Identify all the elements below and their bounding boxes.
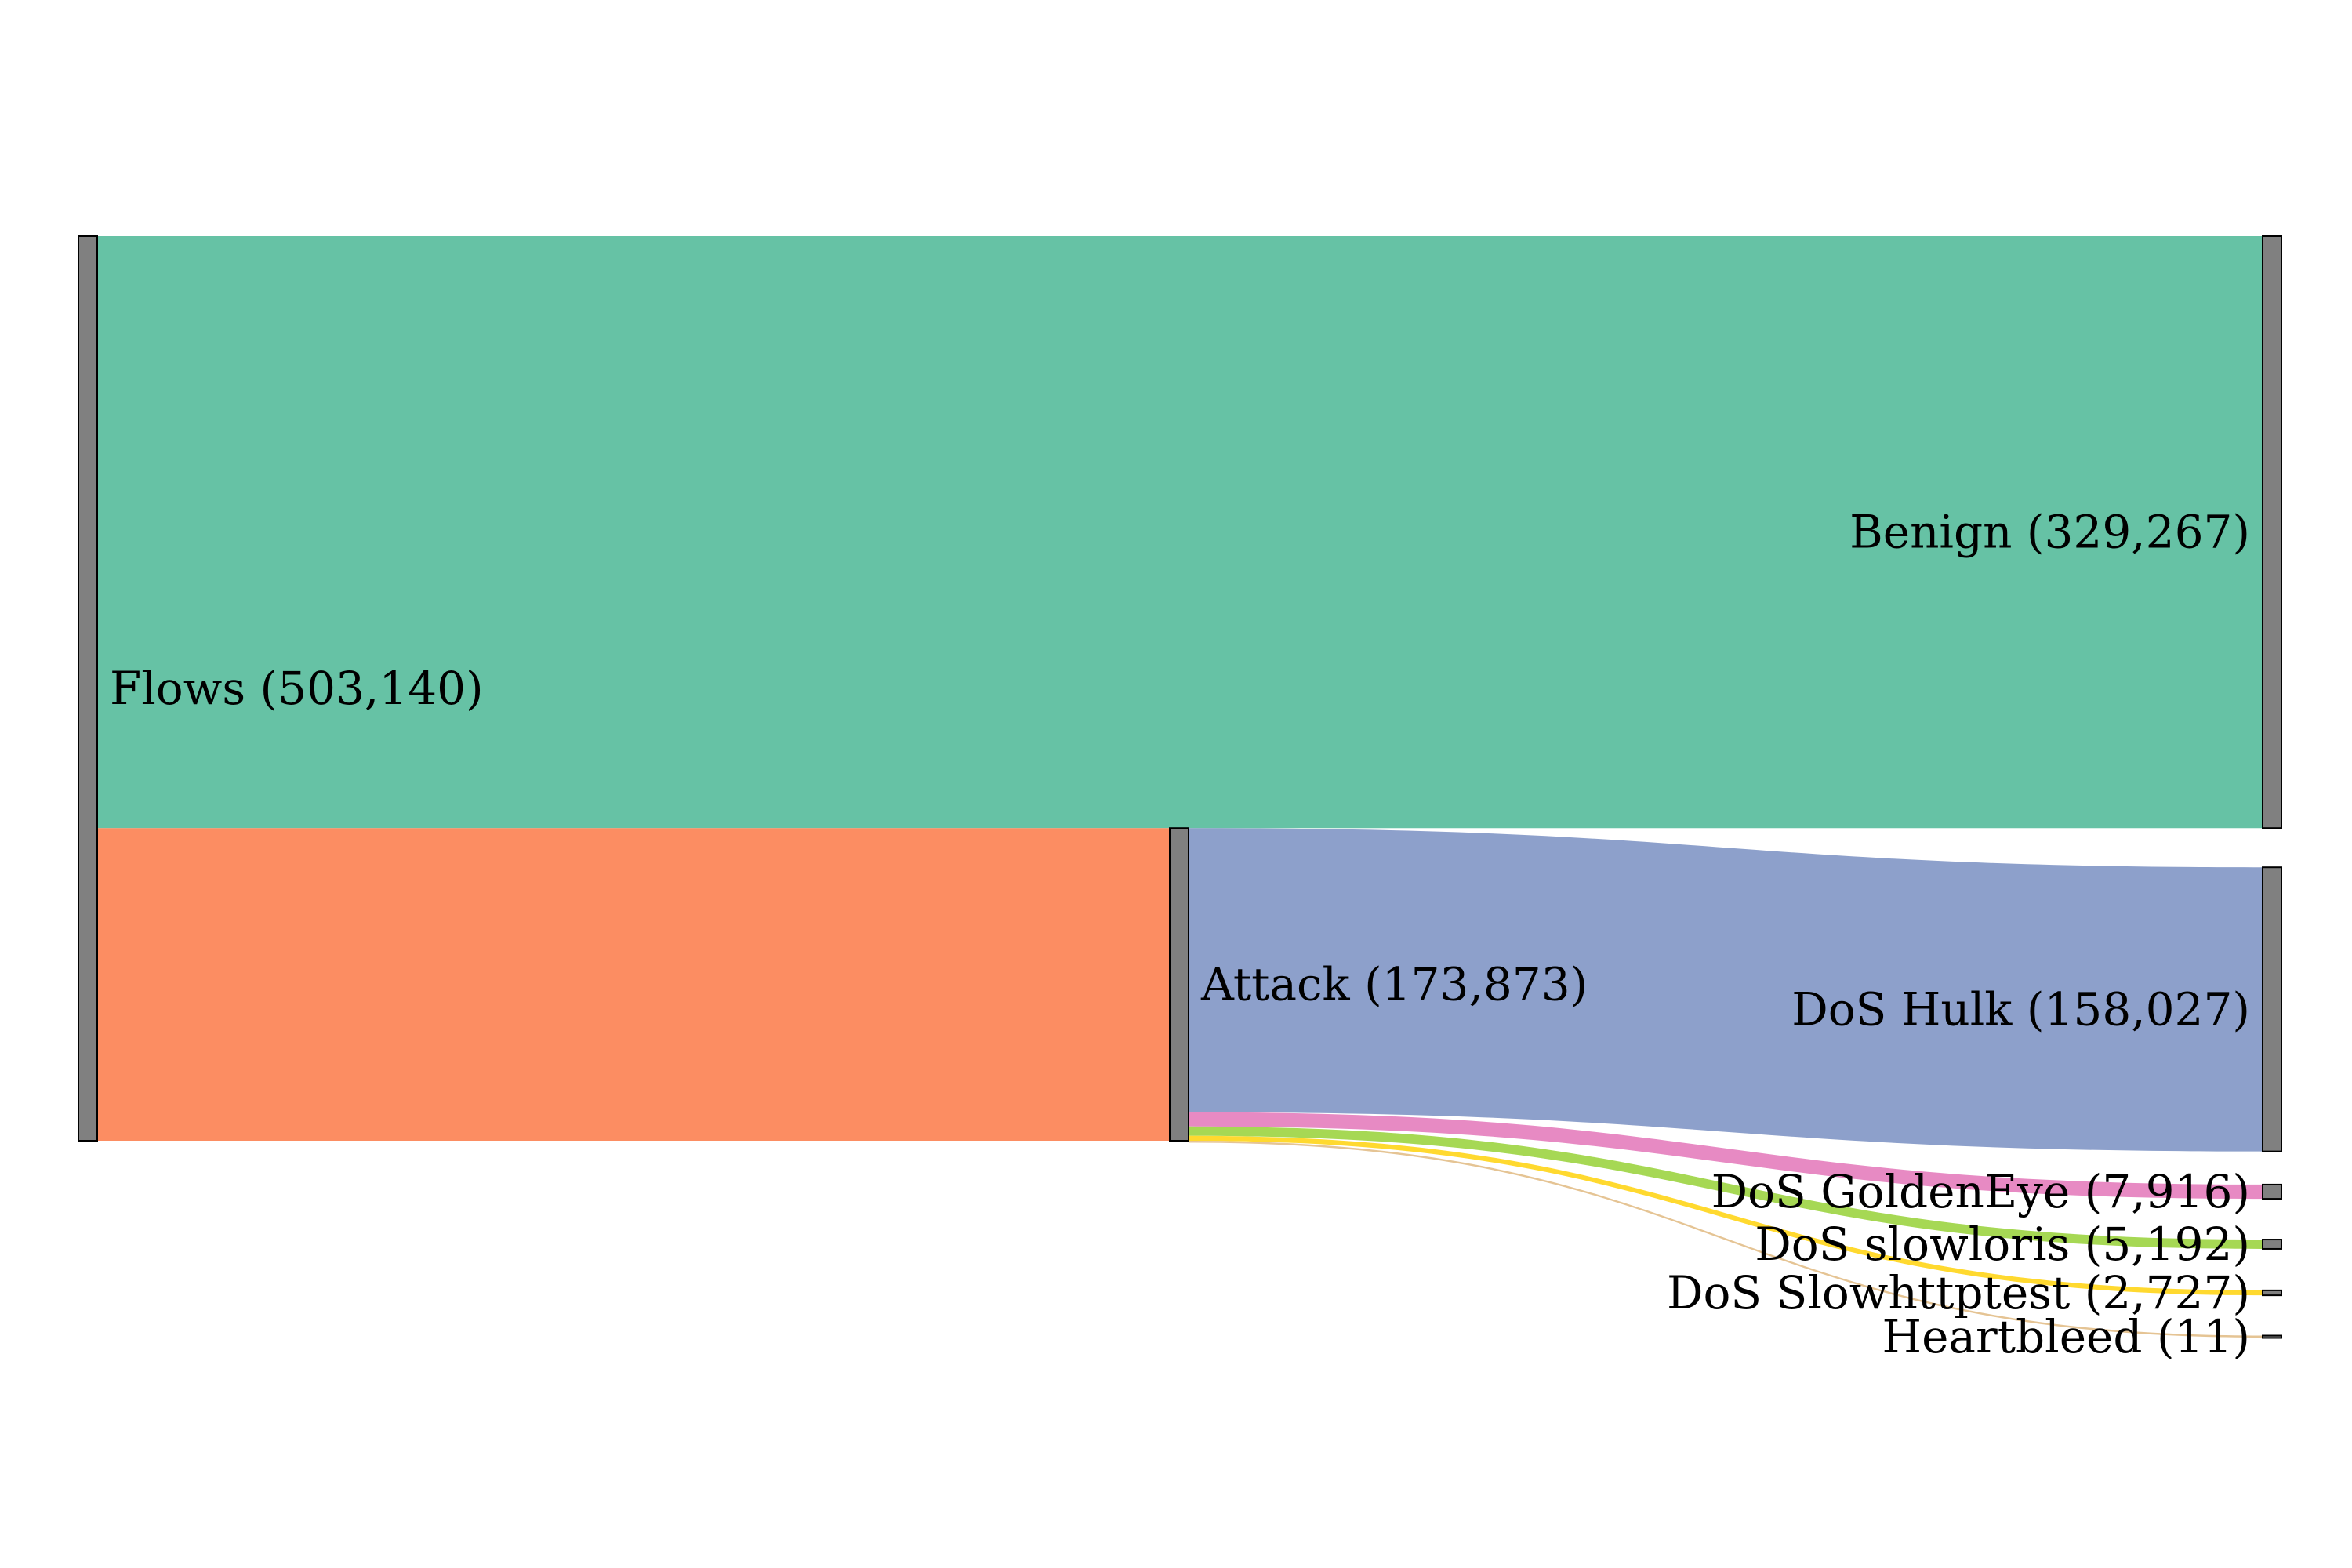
node-flows bbox=[78, 235, 98, 1142]
link-flows-to-benign bbox=[97, 236, 2263, 829]
node-goldeneye bbox=[2262, 1183, 2282, 1200]
node-slowloris bbox=[2262, 1239, 2282, 1250]
node-hulk bbox=[2262, 866, 2282, 1152]
link-attack-to-heartbleed bbox=[1189, 1140, 2263, 1338]
link-attack-to-goldeneye bbox=[1189, 1112, 2263, 1200]
node-label-heartbleed: Heartbleed (11) bbox=[1882, 1310, 2250, 1363]
node-slowhttptest bbox=[2262, 1289, 2282, 1297]
node-label-slowloris: DoS slowloris (5,192) bbox=[1755, 1218, 2250, 1271]
node-label-attack: Attack (173,873) bbox=[1200, 958, 1588, 1011]
sankey-nodes bbox=[78, 235, 2282, 1339]
link-attack-to-slowhttptest bbox=[1189, 1135, 2263, 1296]
link-attack-to-hulk bbox=[1189, 828, 2263, 1152]
node-label-flows: Flows (503,140) bbox=[110, 662, 484, 715]
node-label-slowhttptest: DoS Slowhttptest (2,727) bbox=[1667, 1266, 2250, 1319]
node-label-benign: Benign (329,267) bbox=[1849, 506, 2250, 559]
node-label-goldeneye: DoS GoldenEye (7,916) bbox=[1711, 1165, 2250, 1218]
sankey-links bbox=[97, 236, 2263, 1338]
link-flows-to-attack bbox=[97, 828, 1170, 1141]
node-attack bbox=[1169, 827, 1189, 1142]
node-benign bbox=[2262, 235, 2282, 829]
node-heartbleed bbox=[2262, 1334, 2282, 1339]
node-label-hulk: DoS Hulk (158,027) bbox=[1791, 982, 2250, 1036]
sankey-labels: Flows (503,140) Attack (173,873) Benign (3… bbox=[110, 506, 2250, 1363]
link-attack-to-slowloris bbox=[1189, 1126, 2263, 1249]
